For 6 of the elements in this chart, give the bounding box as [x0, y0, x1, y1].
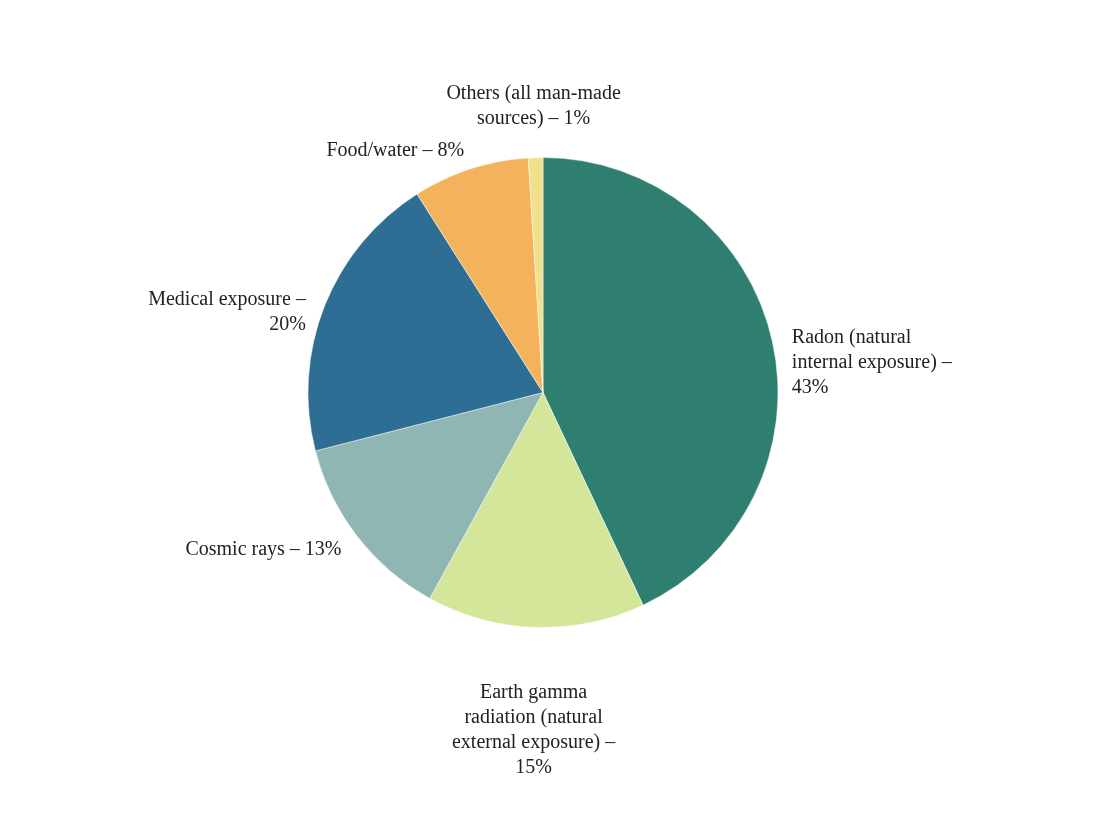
- slice-label: Radon (natural internal exposure) – 43%: [791, 324, 953, 397]
- slice-label: Food/water – 8%: [326, 137, 465, 160]
- slice-label: Others (all man-made sources) – 1%: [446, 80, 621, 129]
- slice-label: Earth gamma radiation (natural external exposure) – 15%: [451, 680, 617, 778]
- slice-label: Medical exposure – 20%: [148, 286, 307, 334]
- slice-label: Cosmic rays – 13%: [185, 536, 342, 560]
